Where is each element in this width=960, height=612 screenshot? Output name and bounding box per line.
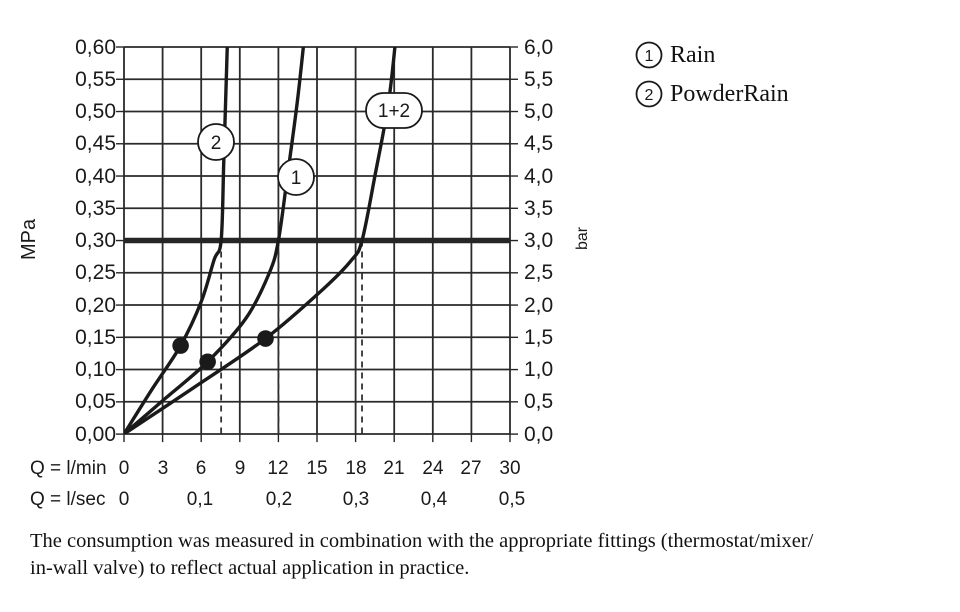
svg-text:1: 1 [645,48,654,65]
svg-text:2: 2 [645,87,654,104]
